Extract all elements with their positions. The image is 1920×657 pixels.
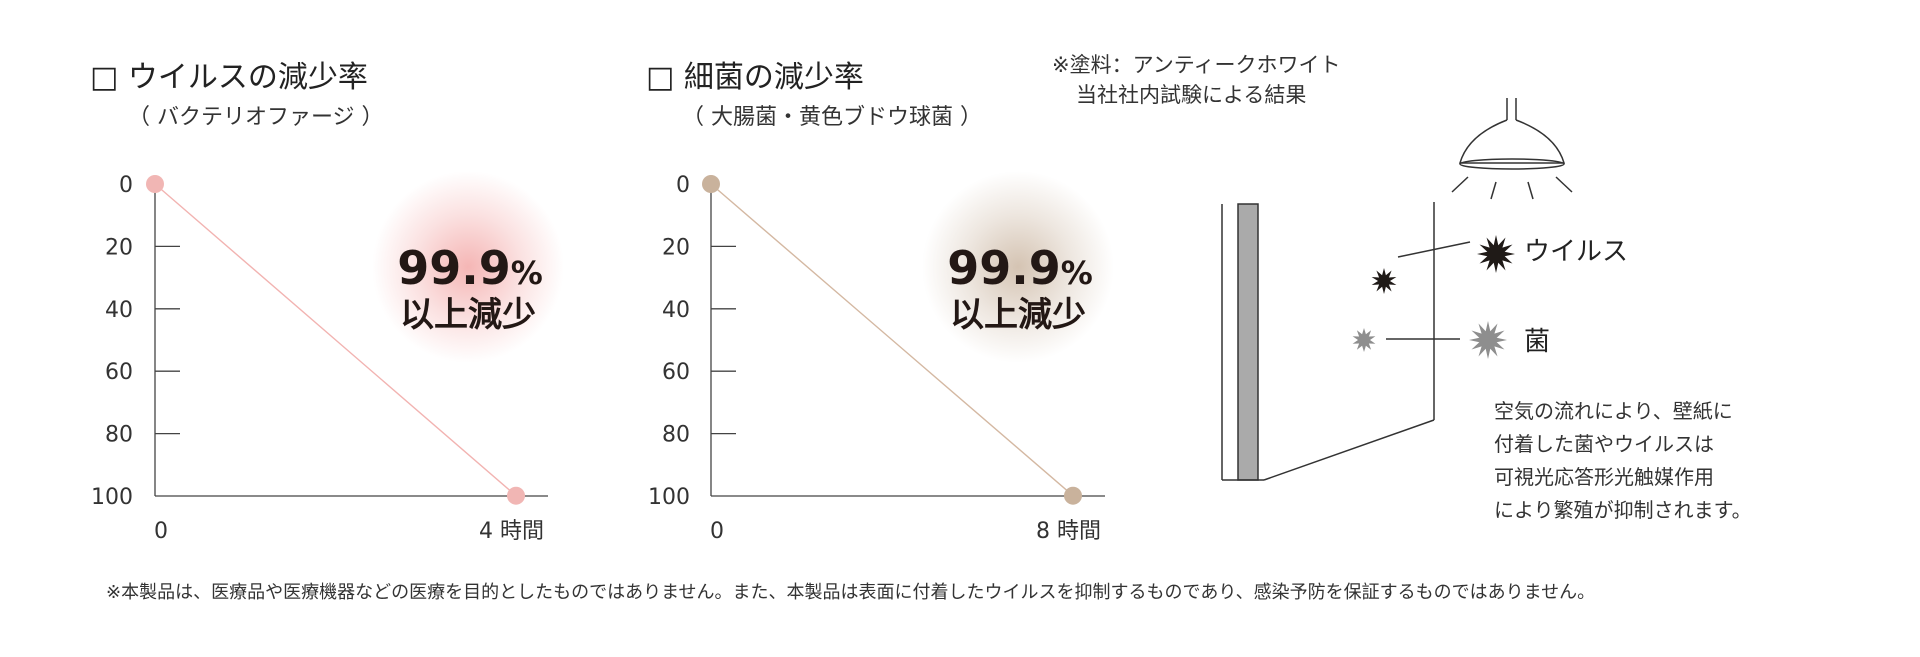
chart2-badge-glow	[922, 171, 1114, 363]
chart1-badge: 99.9% 以上減少	[372, 171, 564, 363]
test-note-line2: 当社社内試験による結果	[1076, 83, 1307, 107]
chart1-badge-value: 99.9	[397, 241, 511, 295]
test-note: ※塗料：アンティークホワイト 当社社内試験による結果	[1052, 50, 1341, 110]
data-point	[1064, 486, 1082, 505]
description-line: 可視光応答形光触媒作用	[1494, 465, 1714, 489]
y-tick-label: 40	[662, 298, 690, 323]
bacteria-label: 菌	[1524, 327, 1551, 357]
chart1-badge-glow	[372, 171, 564, 363]
y-tick-label: 20	[662, 235, 690, 260]
y-tick-label: 20	[105, 235, 133, 260]
virus-label: ウイルス	[1524, 237, 1629, 267]
chart2-badge-unit: %	[1061, 254, 1093, 292]
chart2-badge-label: 以上減少	[950, 295, 1086, 335]
chart2-badge: 99.9% 以上減少	[922, 171, 1114, 363]
description-line: 付着した菌やウイルスは	[1494, 432, 1714, 456]
bacteria-burst-icon	[1469, 321, 1507, 359]
y-tick-label: 100	[91, 485, 133, 510]
description-line: 空気の流れにより、壁紙に	[1494, 399, 1733, 423]
virus-connector-line	[1397, 241, 1471, 258]
virus-burst-icon	[1371, 268, 1397, 294]
y-tick-label: 60	[105, 360, 133, 385]
x-tick-label: 4 時間	[479, 519, 544, 544]
burst-icons	[1352, 235, 1515, 359]
y-tick-label: 60	[662, 360, 690, 385]
virus-burst-icon	[1477, 235, 1515, 273]
checkbox-square-icon: □	[90, 60, 119, 95]
chart2-subtitle: （ 大腸菌・黄色ブドウ球菌 ）	[682, 105, 982, 130]
lamp-icon	[1451, 98, 1573, 200]
chart1-badge-value-text: 99.9%	[397, 241, 543, 295]
chart1-title: ウイルスの減少率	[127, 60, 368, 95]
x-tick-label: 8 時間	[1036, 519, 1101, 544]
diagram-description: 空気の流れにより、壁紙に 付着した菌やウイルスは 可視光応答形光触媒作用 により…	[1494, 395, 1752, 527]
series-line	[154, 183, 517, 497]
checkbox-square-icon: □	[646, 60, 675, 95]
data-point	[507, 486, 525, 505]
x-tick-label: 0	[154, 519, 168, 544]
chart1-title-block: □ ウイルスの減少率	[90, 52, 368, 96]
chart2-badge-value-text: 99.9%	[947, 241, 1093, 295]
wall-panel	[1221, 202, 1435, 481]
chart1-badge-label: 以上減少	[400, 295, 536, 335]
data-point	[702, 175, 720, 193]
data-point	[146, 175, 164, 193]
photocatalyst-diagram	[1221, 98, 1573, 481]
y-tick-label: 80	[662, 423, 690, 448]
chart2-title: 細菌の減少率	[683, 60, 864, 95]
y-tick-label: 80	[105, 423, 133, 448]
y-tick-label: 40	[105, 298, 133, 323]
bacteria-reduction-chart: 0 20 40 60 80 100 0 8 時間	[648, 173, 1105, 544]
y-tick-label: 0	[676, 173, 690, 198]
test-note-line1: ※塗料：アンティークホワイト	[1052, 53, 1341, 77]
series-line	[710, 183, 1074, 497]
x-tick-label: 0	[710, 519, 724, 544]
chart2-title-block: □ 細菌の減少率	[646, 52, 864, 96]
chart1-subtitle: （ バクテリオファージ ）	[128, 105, 384, 130]
chart1-badge-unit: %	[511, 254, 543, 292]
bacteria-burst-icon	[1352, 328, 1376, 352]
chart2-badge-value: 99.9	[947, 241, 1061, 295]
virus-reduction-chart: 0 20 40 60 80 100 0 4 時間	[91, 173, 548, 544]
y-tick-label: 0	[119, 173, 133, 198]
description-line: により繁殖が抑制されます。	[1494, 498, 1752, 522]
y-tick-label: 100	[648, 485, 690, 510]
disclaimer-footer: ※本製品は、医療品や医療機器などの医療を目的としたものではありません。また、本製…	[106, 582, 1596, 603]
